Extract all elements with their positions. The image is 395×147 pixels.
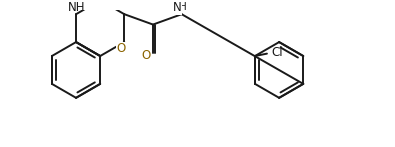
Text: NH: NH [68, 1, 86, 14]
Text: N: N [173, 1, 181, 14]
Text: Cl: Cl [272, 46, 283, 59]
Text: H: H [179, 2, 186, 12]
Text: O: O [117, 42, 126, 55]
Text: O: O [141, 49, 150, 62]
